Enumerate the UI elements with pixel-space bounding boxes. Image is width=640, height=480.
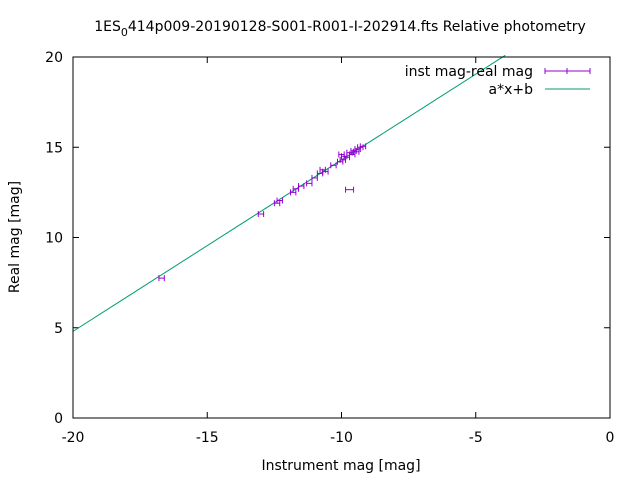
data-point <box>330 162 337 169</box>
data-point <box>306 180 313 187</box>
data-point <box>257 211 265 218</box>
x-tick-label: -5 <box>469 430 483 446</box>
y-axis-label: Real mag [mag] <box>7 181 23 293</box>
data-point <box>276 197 283 204</box>
legend: inst mag-real mag a*x+b <box>405 64 591 98</box>
x-tick-label: -20 <box>62 430 85 446</box>
data-point <box>345 186 355 193</box>
data-point <box>322 168 329 175</box>
y-tick-label: 10 <box>45 231 63 247</box>
data-point <box>359 143 367 150</box>
fit-line <box>72 54 506 332</box>
chart-title: 1ES0414p009-20190128-S001-R001-I-202914.… <box>94 19 586 39</box>
y-tick-label: 20 <box>45 50 63 66</box>
fit-line-layer <box>72 54 506 332</box>
data-point <box>158 275 165 282</box>
x-tick-label: 0 <box>606 430 615 446</box>
axis-ticks <box>72 56 611 419</box>
legend-label-fit: a*x+b <box>489 82 534 98</box>
chart-title-subscript: 0 <box>121 26 128 39</box>
x-tick-label: -15 <box>196 430 219 446</box>
data-point <box>289 189 297 196</box>
data-point <box>298 183 305 190</box>
y-tick-label: 15 <box>45 140 63 156</box>
legend-label-data: inst mag-real mag <box>405 64 533 80</box>
chart-title-rest: 414p009-20190128-S001-R001-I-202914.fts … <box>128 19 586 35</box>
chart-title-main: 1ES <box>94 19 121 35</box>
plot-border <box>72 56 611 419</box>
legend-sample-data <box>544 68 591 74</box>
y-tick-label: 5 <box>54 321 63 337</box>
tick-labels: -20 -15 -10 -5 0 0 5 10 15 20 <box>45 50 614 446</box>
x-tick-label: -10 <box>330 430 353 446</box>
y-tick-label: 0 <box>54 411 63 427</box>
x-axis-label: Instrument mag [mag] <box>261 458 420 474</box>
data-points-layer <box>158 143 367 282</box>
